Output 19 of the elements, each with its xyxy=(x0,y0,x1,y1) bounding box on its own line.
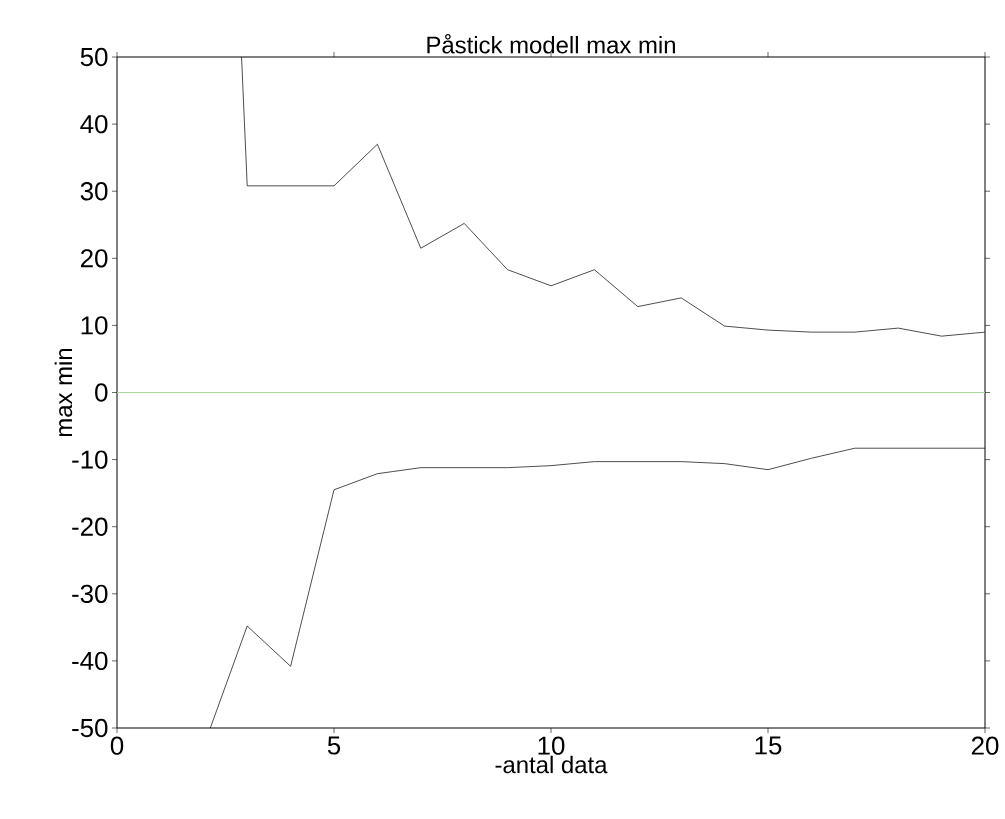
y-tick-label: -10 xyxy=(72,450,108,469)
y-tick-label: 30 xyxy=(80,182,108,201)
x-tick-label: 0 xyxy=(110,736,124,755)
x-axis-title: -antal data xyxy=(495,755,608,774)
y-tick-label: -50 xyxy=(72,718,108,738)
y-tick-label: -40 xyxy=(72,651,108,671)
y-tick-label: 10 xyxy=(81,316,108,335)
y-tick-label: 20 xyxy=(80,249,108,268)
y-tick-label: 50 xyxy=(80,47,108,67)
x-tick-label: 10 xyxy=(538,736,565,755)
y-tick-label: 0 xyxy=(95,383,108,402)
chart-title: Påstick modell max min xyxy=(427,34,675,54)
x-tick-label: 15 xyxy=(755,736,782,755)
x-tick-label: 5 xyxy=(327,736,341,755)
y-tick-label: 40 xyxy=(80,114,108,134)
x-tick-label: 20 xyxy=(971,736,999,755)
y-axis-title: max min xyxy=(54,348,73,437)
y-tick-label: -20 xyxy=(72,517,108,536)
y-tick-label: -30 xyxy=(72,584,108,603)
